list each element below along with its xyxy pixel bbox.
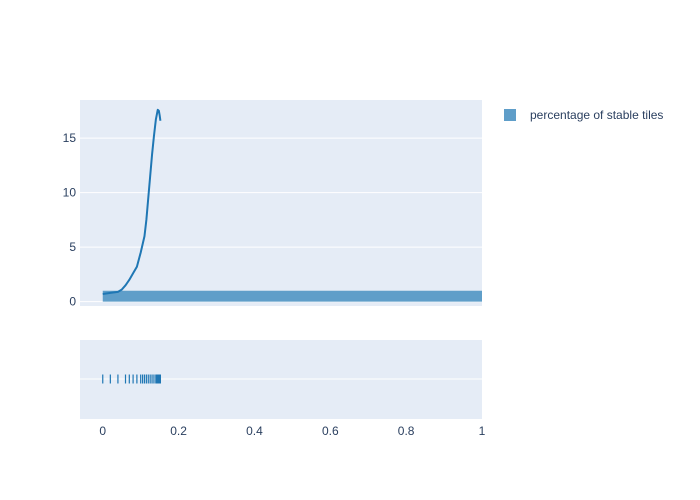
x-tick-label: 0.4 <box>246 424 263 438</box>
x-tick-label: 1 <box>479 424 486 438</box>
main-plot-background <box>80 100 482 306</box>
y-tick-label: 0 <box>69 295 76 309</box>
legend-label: percentage of stable tiles <box>530 108 663 122</box>
histogram-bar[interactable] <box>102 290 483 302</box>
legend[interactable]: percentage of stable tiles <box>504 108 663 122</box>
histogram-bars <box>102 290 483 302</box>
kde-curve[interactable] <box>102 108 162 295</box>
rug-marks <box>102 374 161 384</box>
x-tick-label: 0 <box>99 424 106 438</box>
y-tick-label: 15 <box>63 131 77 145</box>
kde-curve-group <box>102 108 162 295</box>
x-tick-label: 0.2 <box>170 424 187 438</box>
x-tick-label: 0.6 <box>322 424 339 438</box>
legend-swatch <box>504 109 516 121</box>
x-tick-label: 0.8 <box>398 424 415 438</box>
x-tick-labels: 0 0.2 0.4 0.6 0.8 1 <box>99 424 485 438</box>
y-tick-label: 5 <box>69 240 76 254</box>
y-tick-label: 10 <box>63 186 77 200</box>
main-y-tick-labels: 0 5 10 15 <box>63 131 77 308</box>
